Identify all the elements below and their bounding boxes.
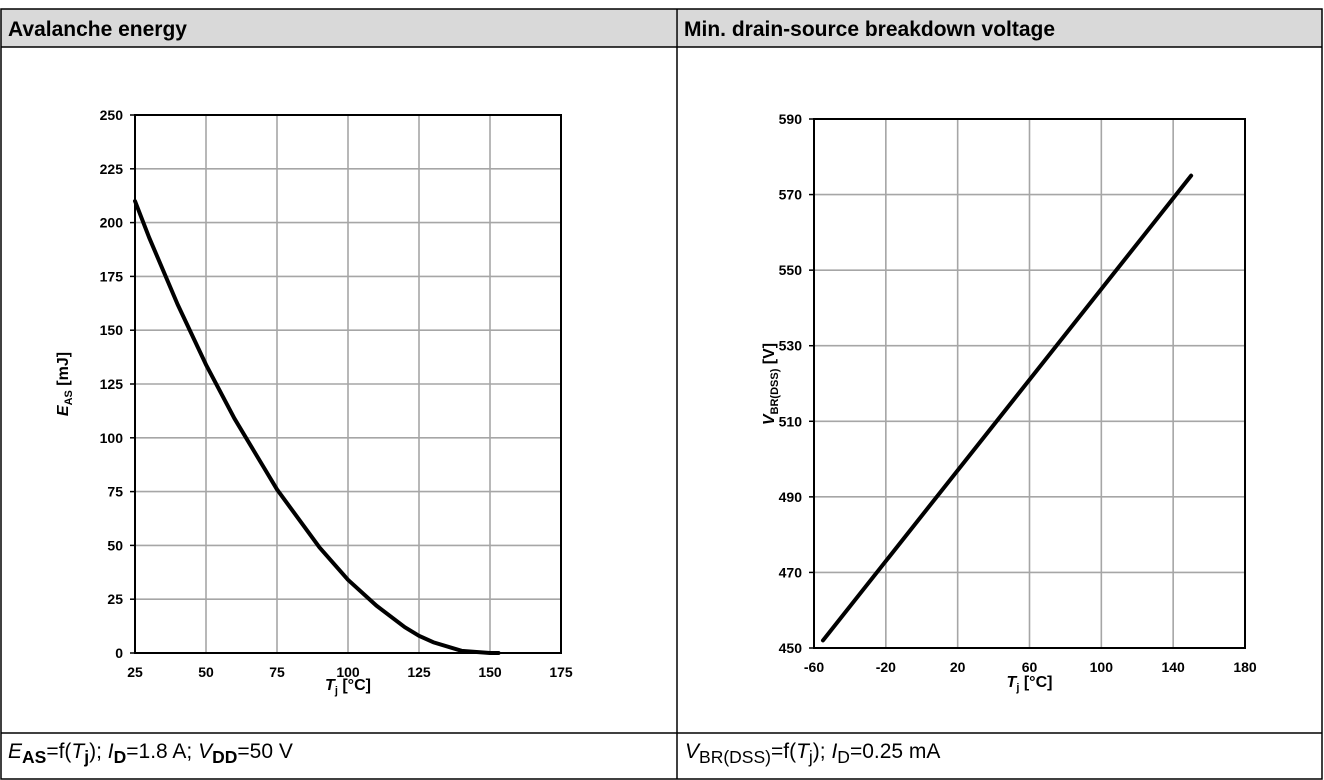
- y-tick-label: 125: [100, 376, 124, 392]
- x-tick-label: 100: [336, 664, 360, 680]
- y-tick-label: 550: [779, 262, 803, 278]
- x-axis-label: Tj [°C]: [1007, 674, 1053, 694]
- series-line: [133, 199, 501, 655]
- y-tick-label: 450: [779, 640, 803, 656]
- x-tick-label: 75: [269, 664, 285, 680]
- left-panel-title: Avalanche energy: [8, 18, 187, 41]
- x-tick-label: 180: [1233, 659, 1257, 675]
- y-tick-label: 25: [107, 591, 123, 607]
- y-axis-label: EAS [mJ]: [55, 352, 75, 416]
- x-tick-label: 60: [1022, 659, 1038, 675]
- x-tick-label: 100: [1090, 659, 1114, 675]
- x-tick-label: 50: [198, 664, 214, 680]
- y-tick-label: 150: [100, 322, 124, 338]
- x-tick-label: 150: [478, 664, 502, 680]
- y-tick-label: 250: [100, 107, 124, 123]
- y-tick-label: 0: [115, 645, 123, 661]
- y-tick-label: 75: [107, 484, 123, 500]
- x-tick-label: 20: [950, 659, 966, 675]
- x-tick-label: 25: [127, 664, 143, 680]
- y-tick-label: 225: [100, 161, 124, 177]
- plot-frame: [134, 114, 562, 654]
- y-tick-label: 50: [107, 537, 123, 553]
- y-tick-label: 200: [100, 215, 124, 231]
- series-line: [820, 173, 1194, 643]
- x-tick-label: -60: [804, 659, 824, 675]
- x-tick-label: 175: [549, 664, 573, 680]
- y-tick-label: 470: [779, 564, 803, 580]
- y-tick-label: 590: [779, 111, 803, 127]
- right-caption: VBR(DSS)=f(Tj); ID=0.25 mA: [685, 740, 941, 768]
- y-tick-label: 510: [779, 413, 803, 429]
- x-tick-label: 140: [1161, 659, 1185, 675]
- y-tick-label: 175: [100, 268, 124, 284]
- y-axis-label: VBR(DSS) [V]: [761, 343, 781, 425]
- plot-frame: [813, 118, 1246, 649]
- right-panel-header: Min. drain-source breakdown voltage: [677, 9, 1322, 47]
- left-panel-header: Avalanche energy: [1, 9, 676, 47]
- y-tick-label: 570: [779, 187, 803, 203]
- left-caption: EAS=f(Tj); ID=1.8 A; VDD=50 V: [8, 740, 293, 768]
- right-panel-title: Min. drain-source breakdown voltage: [684, 18, 1056, 41]
- y-tick-label: 530: [779, 338, 803, 354]
- x-axis-label: Tj [°C]: [325, 677, 371, 697]
- x-tick-label: -20: [876, 659, 896, 675]
- y-tick-label: 490: [779, 489, 803, 505]
- y-tick-label: 100: [100, 430, 124, 446]
- x-tick-label: 125: [407, 664, 431, 680]
